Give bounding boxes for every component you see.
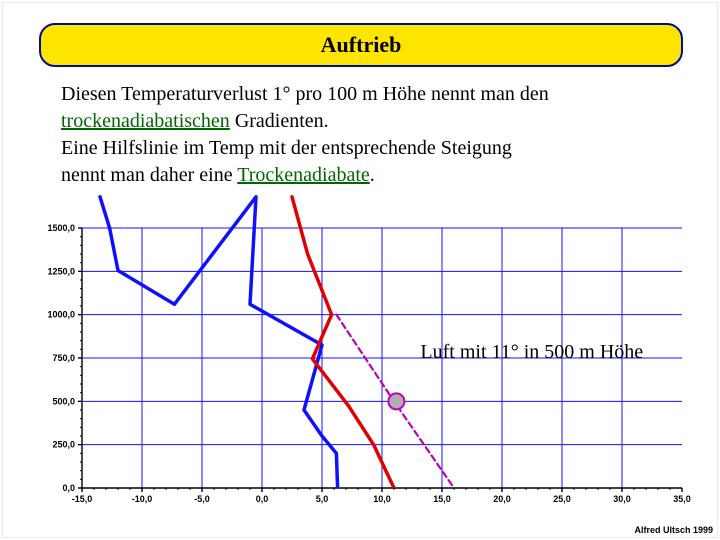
svg-text:20,0: 20,0 [493,494,511,504]
desc-line1: Diesen Temperaturverlust 1° pro 100 m Hö… [61,83,549,105]
svg-text:1500,0: 1500,0 [47,223,75,233]
svg-text:0,0: 0,0 [256,494,269,504]
description-block: Diesen Temperaturverlust 1° pro 100 m Hö… [61,81,661,189]
desc-line4a: nennt man daher eine [61,164,237,186]
svg-text:15,0: 15,0 [433,494,451,504]
svg-text:1250,0: 1250,0 [47,266,75,276]
desc-term2: Trockenadiabate [237,164,370,186]
svg-text:-5,0: -5,0 [194,494,210,504]
svg-text:10,0: 10,0 [373,494,391,504]
svg-text:750,0: 750,0 [52,353,75,363]
credit-label: Alfred Ultsch 1999 [634,525,713,535]
temp-chart: 0,0250,0500,0750,01000,01250,01500,0-15,… [37,228,687,508]
svg-text:25,0: 25,0 [553,494,571,504]
svg-text:-10,0: -10,0 [132,494,153,504]
desc-term1: trockenadiabatischen [61,110,230,132]
svg-text:30,0: 30,0 [613,494,631,504]
desc-line4c: . [370,164,375,186]
svg-text:-15,0: -15,0 [72,494,93,504]
desc-line3: Eine Hilfslinie im Temp mit der entsprec… [61,137,512,159]
svg-text:250,0: 250,0 [52,440,75,450]
svg-text:Luft mit 11° in 500 m Höhe: Luft mit 11° in 500 m Höhe [420,341,643,363]
svg-text:0,0: 0,0 [62,483,75,493]
svg-text:35,0: 35,0 [673,494,691,504]
page-title: Auftrieb [39,23,683,67]
svg-text:5,0: 5,0 [316,494,329,504]
desc-line2b: Gradienten. [230,110,329,132]
svg-text:500,0: 500,0 [52,396,75,406]
svg-text:1000,0: 1000,0 [47,310,75,320]
